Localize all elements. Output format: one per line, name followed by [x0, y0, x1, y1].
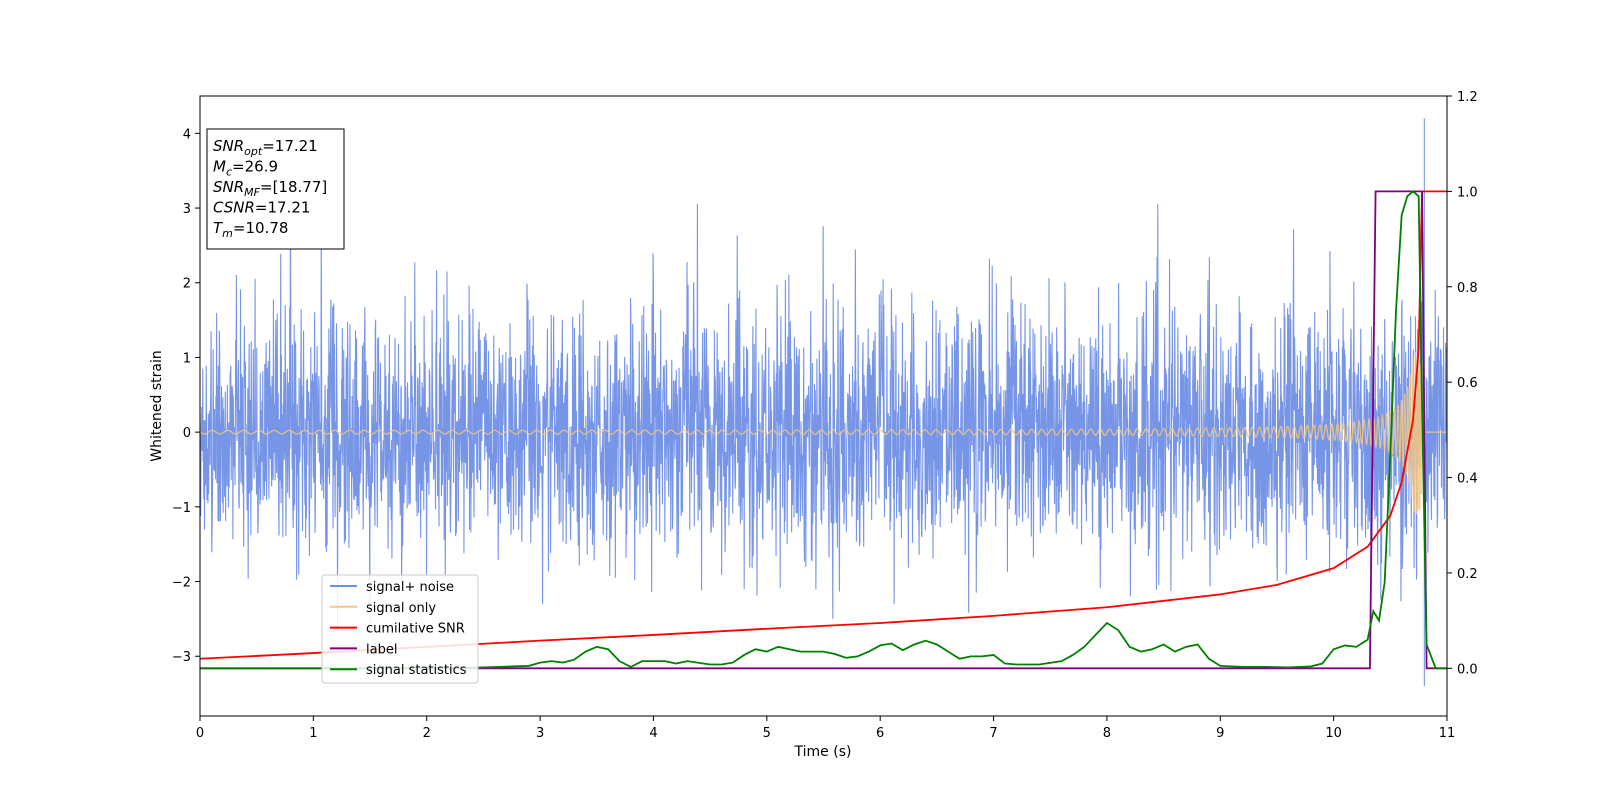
x-tick-label: 8	[1103, 726, 1111, 741]
x-tick-label: 3	[536, 726, 544, 741]
plot-traces	[200, 118, 1447, 687]
info-box-line: SNRMF=[18.77]	[213, 178, 327, 199]
info-box-line: Tm=10.78	[213, 219, 288, 240]
series-signal-statistics-line	[200, 190, 1447, 670]
legend-label: signal statistics	[366, 663, 467, 678]
y-tick-label: 1	[183, 351, 191, 366]
info-box-line: Mc=26.9	[213, 158, 278, 179]
legend-label: cumilative SNR	[366, 622, 465, 637]
plot-frame	[199, 95, 1448, 717]
y-axis-ticks: −3 −2 −1 0 1 2 3 4	[172, 127, 200, 665]
series-signal-only-line	[200, 351, 1447, 515]
x-tick-label: 10	[1325, 726, 1342, 741]
x-axis-label: Time (s)	[794, 744, 852, 760]
y2-tick-label: 0.0	[1457, 662, 1478, 677]
y-tick-label: −3	[172, 650, 191, 665]
y2-tick-label: 0.6	[1457, 376, 1478, 391]
y2-tick-label: 0.8	[1457, 281, 1478, 296]
x-tick-label: 9	[1216, 726, 1224, 741]
x-tick-label: 11	[1439, 726, 1456, 741]
x-tick-label: 5	[763, 726, 771, 741]
x-tick-label: 1	[309, 726, 317, 741]
y-axis-label: Whitened strain	[149, 350, 165, 461]
y2-tick-label: 0.4	[1457, 472, 1478, 487]
y2-axis-ticks: 0.0 0.2 0.4 0.6 0.8 1.0 1.2	[1447, 90, 1478, 677]
series-label-line	[200, 190, 1447, 670]
y-tick-label: −1	[172, 501, 191, 516]
legend-label: signal only	[366, 601, 436, 616]
y-tick-label: 0	[183, 426, 191, 441]
y-tick-label: 3	[183, 202, 191, 217]
info-box-line: CSNR=17.21	[213, 199, 310, 217]
y-tick-label: 2	[183, 277, 191, 292]
x-tick-label: 6	[876, 726, 884, 741]
y2-tick-label: 1.0	[1457, 185, 1478, 200]
y2-tick-label: 1.2	[1457, 90, 1478, 105]
series-cumilative-snr-line	[200, 190, 1447, 660]
y-tick-label: −2	[172, 576, 191, 591]
y-tick-label: 4	[183, 127, 191, 142]
x-tick-label: 7	[989, 726, 997, 741]
legend-label: label	[366, 642, 397, 657]
legend-frame	[321, 574, 479, 684]
legend-label: signal+ noise	[366, 580, 454, 595]
legend: signal+ noise signal only cumilative SNR la…	[321, 574, 479, 684]
x-axis-ticks: 0 1 2 3 4 5 6 7 8 9 10 11	[196, 716, 1455, 741]
x-tick-label: 2	[423, 726, 431, 741]
info-box-frame	[206, 128, 345, 250]
x-tick-label: 0	[196, 726, 204, 741]
info-box: SNRopt=17.21Mc=26.9SNRMF=[18.77]CSNR=17.…	[206, 128, 345, 250]
y2-tick-label: 0.2	[1457, 567, 1478, 582]
x-tick-label: 4	[649, 726, 657, 741]
info-box-line: SNRopt=17.21	[213, 137, 318, 158]
